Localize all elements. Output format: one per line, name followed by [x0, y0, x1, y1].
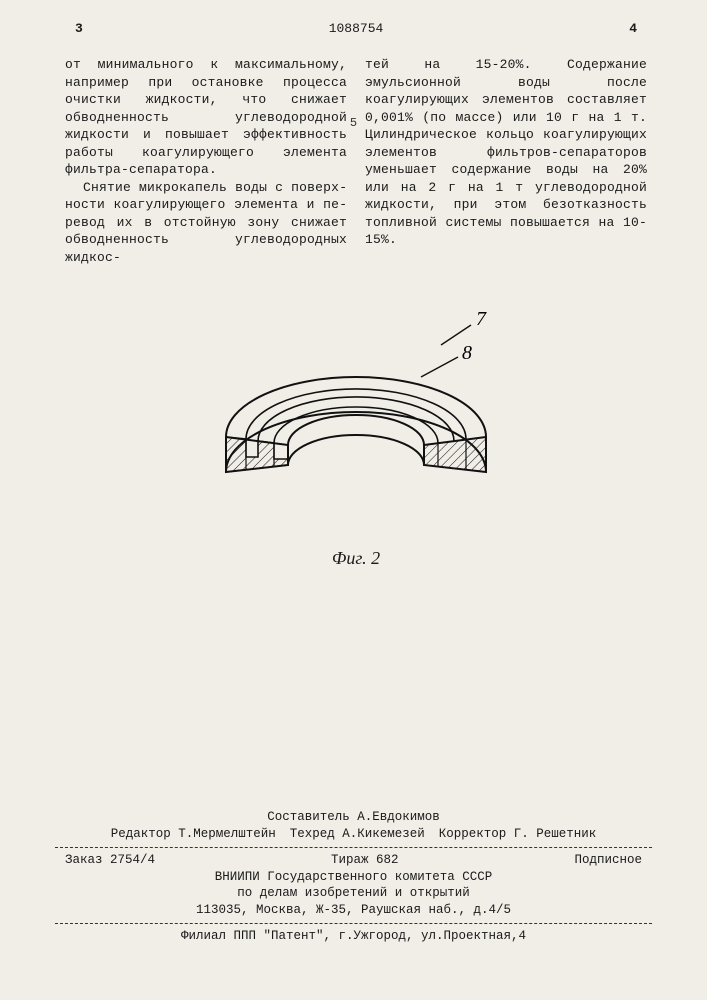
left-paragraph-1: от минимального к максимальному, наприме… — [65, 56, 347, 179]
footer-credits: Редактор Т.Мермелштейн Техред А.Кикемезе… — [55, 826, 652, 843]
figure-label-8: 8 — [462, 342, 472, 364]
footer-subscription: Подписное — [574, 852, 642, 869]
footer-editor: Редактор Т.Мермелштейн — [111, 826, 276, 843]
left-paragraph-2: Снятие микрокапель воды с поверх­ности к… — [65, 179, 347, 267]
figure-caption: Фиг. 2 — [65, 546, 647, 570]
page-number-left: 3 — [75, 20, 83, 38]
footer-address1: 113035, Москва, Ж-35, Раушская наб., д.4… — [55, 902, 652, 919]
footer-tech: Техред А.Кикемезей — [290, 826, 425, 843]
page-number-right: 4 — [629, 20, 637, 38]
footer-order: Заказ 2754/4 — [65, 852, 155, 869]
ring-diagram: 7 8 — [176, 307, 536, 537]
line-number-5: 5 — [350, 115, 357, 131]
footer-org2: по делам изобретений и открытий — [55, 885, 652, 902]
footer-compiler: Составитель А.Евдокимов — [55, 809, 652, 826]
document-number: 1088754 — [329, 20, 384, 38]
footer-org1: ВНИИПИ Государственного комитета СССР — [55, 869, 652, 886]
figure-label-7: 7 — [476, 308, 487, 330]
left-column: от минимального к максимальному, наприме… — [65, 56, 347, 267]
footer: Составитель А.Евдокимов Редактор Т.Мерме… — [55, 809, 652, 945]
footer-branch: Филиал ППП "Патент", г.Ужгород, ул.Проек… — [55, 928, 652, 945]
footer-print-info: Заказ 2754/4 Тираж 682 Подписное — [55, 852, 652, 869]
right-column: тей на 15-20%. Содержание эмульсион­ной … — [365, 56, 647, 267]
right-paragraph-1: тей на 15-20%. Содержание эмульсион­ной … — [365, 56, 647, 249]
footer-tirage: Тираж 682 — [331, 852, 399, 869]
footer-divider-1 — [55, 847, 652, 848]
page-root: 3 1088754 4 5 от минимального к максимал… — [0, 0, 707, 1000]
body-columns: от минимального к максимальному, наприме… — [65, 56, 647, 267]
footer-corrector: Корректор Г. Решетник — [439, 826, 597, 843]
figure-2: 7 8 Фиг. 2 — [65, 307, 647, 571]
footer-divider-2 — [55, 923, 652, 924]
header: 3 1088754 4 — [65, 20, 647, 50]
